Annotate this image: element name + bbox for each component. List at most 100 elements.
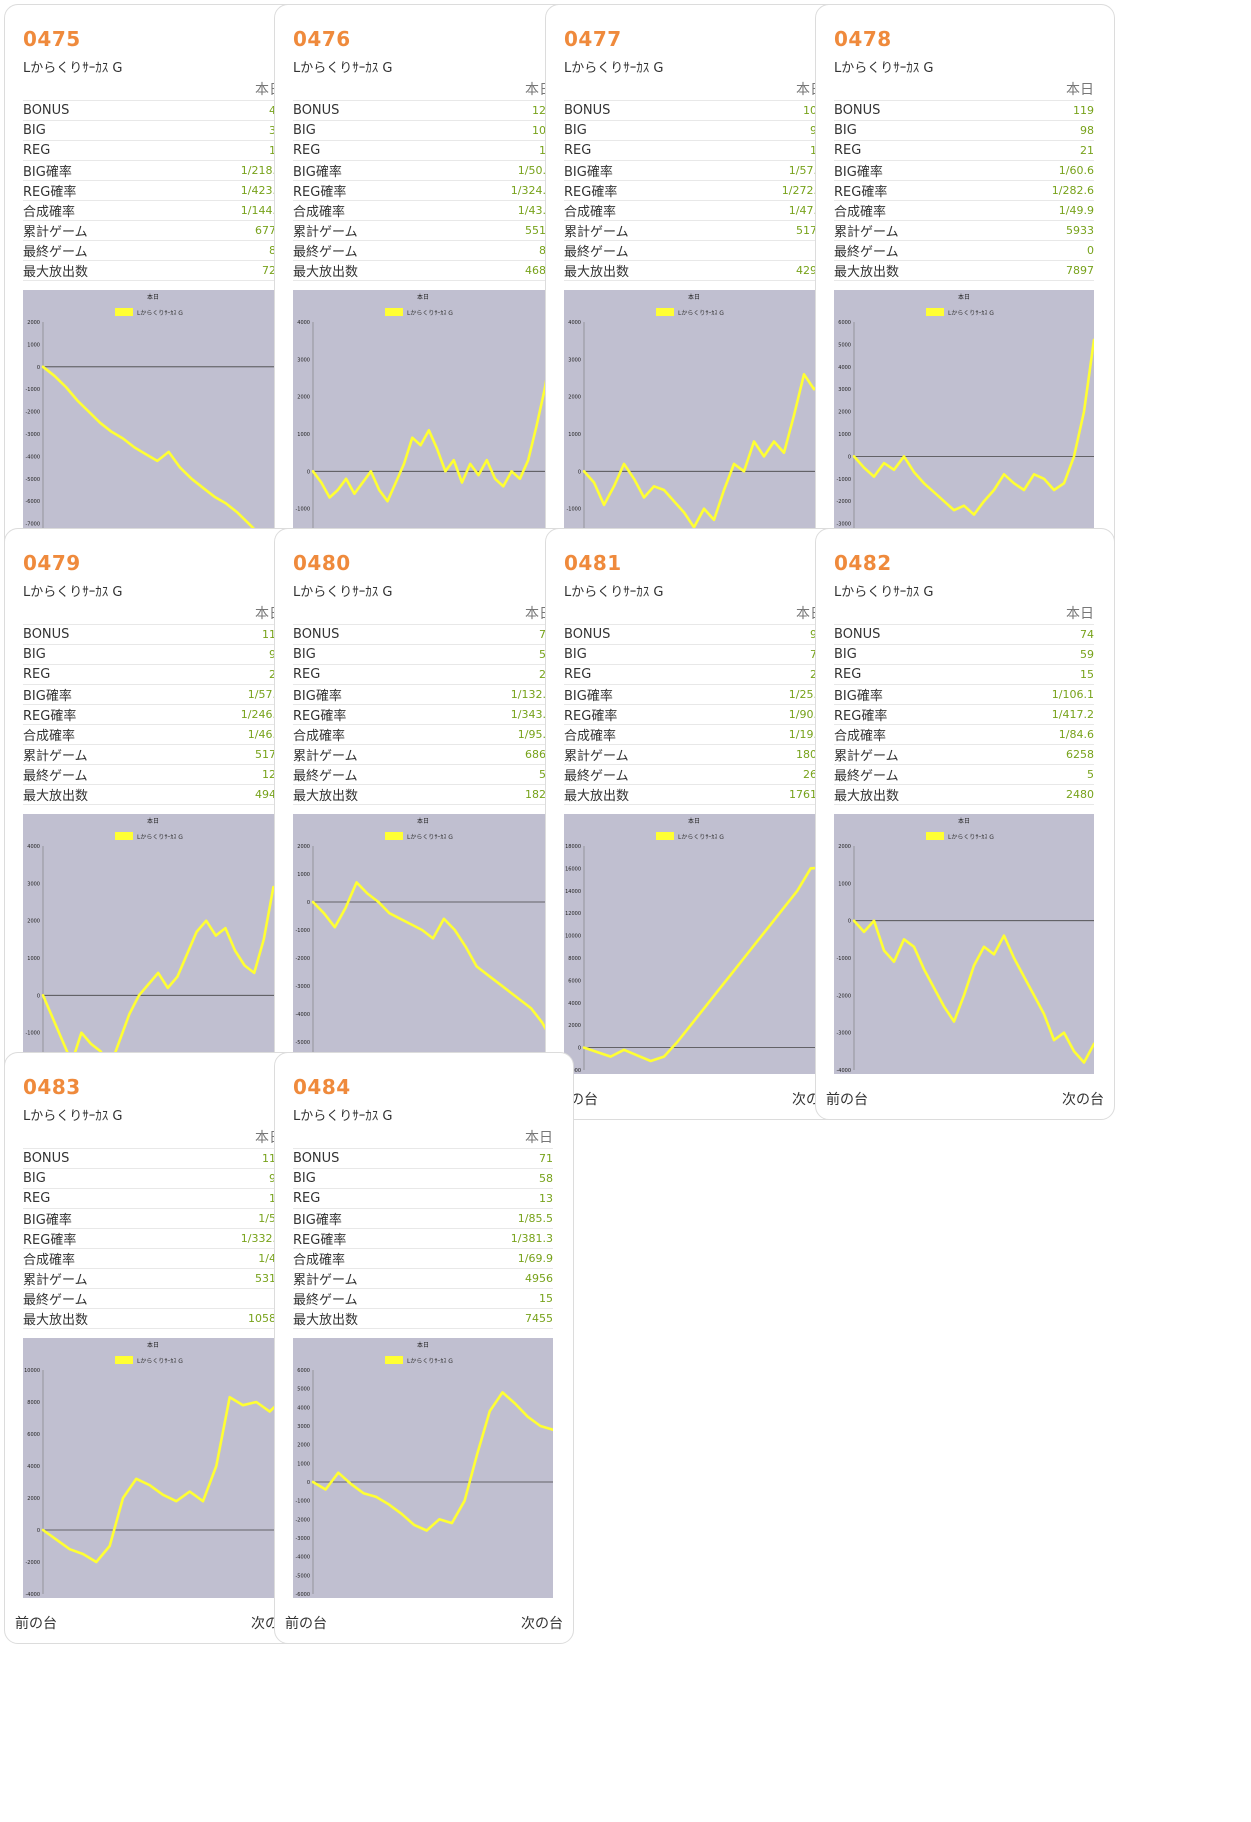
series-line xyxy=(41,1395,283,1564)
stats-row: REG16 xyxy=(23,141,283,161)
machine-number[interactable]: 0479 xyxy=(23,551,81,575)
stats-label: 累計ゲーム xyxy=(834,225,899,240)
y-tick-label: -3000 xyxy=(295,1536,310,1542)
y-tick-label: -2000 xyxy=(836,993,851,999)
stats-row: 累計ゲーム 5933 xyxy=(834,221,1094,241)
stats-label: BIG xyxy=(23,123,46,138)
stats-table: 本日BONUS111BIG90REG21BIG確率1/57.5 REG確率 1/24… xyxy=(23,603,283,805)
stats-label: BONUS xyxy=(293,627,340,642)
next-machine-link[interactable]: 次の台 xyxy=(1062,1092,1104,1108)
stats-header-today: 本日 xyxy=(564,603,824,625)
stats-row: BIG確率 1/57.6 xyxy=(564,161,824,181)
stats-label: 最終ゲーム xyxy=(23,769,88,784)
legend-swatch xyxy=(656,832,674,840)
stats-label: 累計ゲーム xyxy=(293,749,358,764)
stats-row: BIG確率 1/60.6 xyxy=(834,161,1094,181)
machine-card[interactable]: 0482 Lからくりｻｰｶｽ G 本日 BONUS 74 BIG 59 REG 15 BIG確率 1… xyxy=(815,528,1115,1120)
stats-label: BONUS xyxy=(23,627,70,642)
stats-row: 最大放出数 7455 xyxy=(293,1309,553,1329)
stats-row: REG確率 1/343.5 xyxy=(293,705,553,725)
machine-number[interactable]: 0483 xyxy=(23,1075,81,1099)
machine-model: Lからくりｻｰｶｽ G xyxy=(23,585,123,600)
stats-label: 合成確率 xyxy=(564,205,617,220)
stats-label: BIG確率 xyxy=(293,1213,342,1228)
stats-header-today: 本日 xyxy=(23,1127,283,1149)
prev-machine-link[interactable]: 前の台 xyxy=(285,1616,327,1632)
machine-model: Lからくりｻｰｶｽ G xyxy=(23,61,123,76)
y-tick-label: 1000 xyxy=(27,342,40,348)
stats-label: 合成確率 xyxy=(834,205,887,220)
prev-machine-link[interactable]: 前の台 xyxy=(826,1092,868,1108)
y-tick-label: 5000 xyxy=(297,1387,310,1393)
machine-number[interactable]: 0475 xyxy=(23,27,81,51)
machine-number[interactable]: 0481 xyxy=(564,551,622,575)
stats-label: REG確率 xyxy=(293,185,347,200)
y-tick-label: 4000 xyxy=(838,365,851,371)
machine-number[interactable]: 0482 xyxy=(834,551,892,575)
stats-row: BIG確率 1/56 xyxy=(23,1209,283,1229)
machine-number[interactable]: 0484 xyxy=(293,1075,351,1099)
stats-row: BIG 58 xyxy=(293,1169,553,1189)
stats-row: BIG確率 1/57.5 xyxy=(23,685,283,705)
stats-label: BONUS xyxy=(834,103,881,118)
stats-row: BIG31 xyxy=(23,121,283,141)
y-tick-label: 1000 xyxy=(297,432,310,438)
stats-label: BIG xyxy=(564,123,587,138)
chart-title: 本日 xyxy=(688,293,700,301)
stats-label: 最終ゲーム xyxy=(564,245,629,260)
stats-row: REG20 xyxy=(564,665,824,685)
y-tick-label: 5000 xyxy=(838,342,851,348)
stats-row: 累計ゲーム 1805 xyxy=(564,745,824,765)
machine-card[interactable]: 0478 Lからくりｻｰｶｽ G 本日 BONUS 119 BIG 98 REG 21 BIG確率… xyxy=(815,4,1115,596)
stats-row: REG確率 1/246.5 xyxy=(23,705,283,725)
stats-value: 1/50.6 xyxy=(517,164,553,177)
legend-swatch xyxy=(926,308,944,316)
stats-label: BONUS xyxy=(23,103,70,118)
chart-background xyxy=(23,814,283,1074)
machine-number[interactable]: 0480 xyxy=(293,551,351,575)
machine-number[interactable]: 0476 xyxy=(293,27,351,51)
prev-machine-link[interactable]: 前の台 xyxy=(15,1616,57,1632)
stats-label: BIG xyxy=(23,647,46,662)
machine-card[interactable]: 0484 Lからくりｻｰｶｽ G 本日 BONUS 71 BIG 58 REG 13 BIG確率 1… xyxy=(274,1052,574,1644)
y-tick-label: -1000 xyxy=(566,507,581,513)
stats-label: BONUS xyxy=(564,103,611,118)
stats-row: REG確率 1/272.6 xyxy=(564,181,824,201)
stats-table: 本日 BONUS 74 BIG 59 REG 15 BIG確率 1/106.1 REG確率 1/41… xyxy=(834,603,1094,805)
stats-row: BONUS 111 xyxy=(23,625,283,645)
machine-number[interactable]: 0478 xyxy=(834,27,892,51)
stats-row: REG確率 1/324.3 xyxy=(293,181,553,201)
y-tick-label: 2000 xyxy=(27,1496,40,1502)
stats-row: BIG72 xyxy=(564,645,824,665)
stats-label: 累計ゲーム xyxy=(564,749,629,764)
y-tick-label: 12000 xyxy=(565,911,581,917)
stats-label: BIG確率 xyxy=(834,165,883,180)
y-tick-label: 8000 xyxy=(568,956,581,962)
y-tick-label: 6000 xyxy=(838,320,851,326)
slump-chart: 本日 Lからくりｻｰｶｽ G 10000 8000 6000 4000 2000 0 -2000… xyxy=(23,1338,283,1598)
y-tick-label: 16000 xyxy=(565,866,581,872)
stats-row: REG確率 1/423.4 xyxy=(23,181,283,201)
stats-label: 最終ゲーム xyxy=(23,245,88,260)
stats-label: BIG xyxy=(23,1171,46,1186)
stats-value: 1/343.5 xyxy=(510,708,553,721)
y-tick-label: 0 xyxy=(37,1528,40,1534)
machine-number[interactable]: 0477 xyxy=(564,27,622,51)
stats-row: 累計ゲーム 5175 xyxy=(23,745,283,765)
stats-label: 最大放出数 xyxy=(293,1313,359,1328)
stats-label: 累計ゲーム xyxy=(23,225,88,240)
stats-table: 本日BONUS47BIG31REG16 BIG確率 1/218.5 REG確率 1/42… xyxy=(23,79,283,281)
next-machine-link[interactable]: 次の台 xyxy=(521,1616,563,1632)
chart-background xyxy=(23,290,283,550)
stats-header-today: 本日 xyxy=(293,1127,553,1149)
legend-swatch xyxy=(926,832,944,840)
machine-model: Lからくりｻｰｶｽ G xyxy=(23,1109,123,1124)
stats-row: REG17 xyxy=(293,141,553,161)
